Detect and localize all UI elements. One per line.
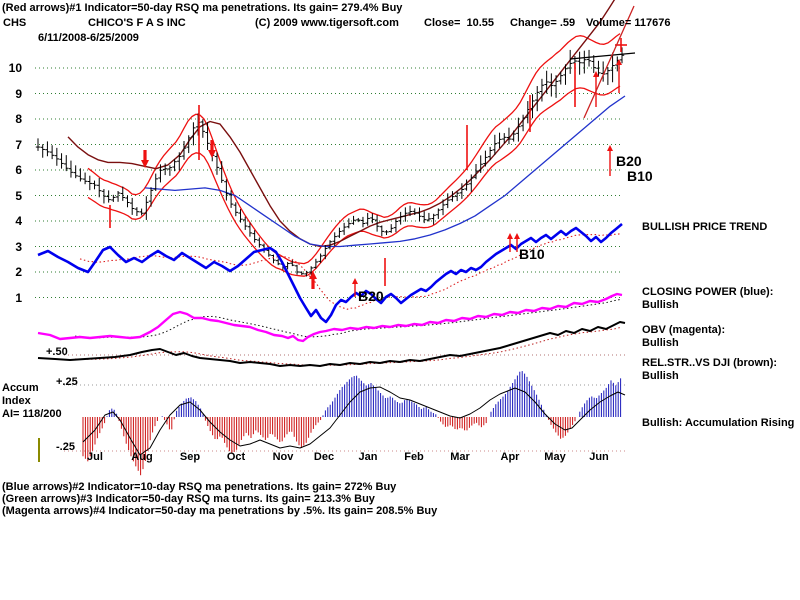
- right-annotation: B20: [616, 153, 642, 169]
- price-axis-label: 5: [15, 188, 22, 203]
- chart-annotation: B20: [358, 288, 384, 304]
- price-axis-label: 1: [15, 290, 22, 305]
- footer-line-magenta: (Magenta arrows)#4 Indicator=50-day ma p…: [2, 505, 438, 517]
- month-axis-label-aug: Aug: [131, 451, 153, 463]
- month-axis-label-oct: Oct: [226, 451, 246, 463]
- price-axis-label: 7: [15, 137, 22, 152]
- right-annotation: BULLISH PRICE TREND: [642, 221, 768, 233]
- right-annotation: CLOSING POWER (blue):: [642, 286, 774, 298]
- right-annotation: Bullish: Accumulation Rising: [642, 417, 795, 429]
- month-axis-label-sep: Sep: [179, 451, 201, 463]
- price-axis-label: 6: [15, 163, 22, 177]
- scale-label: Index: [2, 395, 31, 407]
- month-axis-label-may: May: [544, 451, 566, 463]
- price-axis-label: 8: [15, 112, 22, 126]
- month-axis-label-jun: Jun: [589, 451, 609, 463]
- company-name: CHICO'S F A S INC: [88, 17, 186, 29]
- ticker-symbol: CHS: [3, 17, 27, 29]
- scale-label: -.25: [56, 441, 75, 453]
- month-axis-label-feb: Feb: [404, 451, 424, 463]
- month-axis-label-mar: Mar: [450, 451, 470, 463]
- footer-line-blue: (Blue arrows)#2 Indicator=10-day RSQ ma …: [2, 481, 397, 493]
- month-axis-label-dec: Dec: [313, 451, 335, 463]
- price-axis-label: 4: [15, 214, 22, 228]
- footer-line-green: (Green arrows)#3 Indicator=50-day RSQ ma…: [2, 493, 375, 505]
- right-annotation: OBV (magenta):: [642, 324, 726, 336]
- change-value: Change= .59: [510, 17, 576, 29]
- right-annotation: REL.STR..VS DJI (brown):: [642, 357, 778, 369]
- right-annotation: B10: [627, 168, 653, 184]
- close-value: Close= 10.55: [424, 17, 495, 29]
- scale-label: AI= 118/200: [2, 408, 62, 420]
- scale-label: +.25: [56, 376, 78, 388]
- month-axis-label-nov: Nov: [272, 451, 294, 463]
- right-annotation: Bullish: [642, 299, 679, 311]
- month-axis-label-jan: Jan: [358, 451, 378, 463]
- scale-label: Accum: [2, 382, 39, 394]
- scale-label: +.50: [46, 346, 68, 358]
- price-axis-label: 2: [15, 265, 22, 279]
- right-annotation: Bullish: [642, 337, 679, 349]
- copyright-text: (C) 2009 www.tigersoft.com: [255, 17, 399, 29]
- month-axis-label-apr: Apr: [500, 451, 520, 463]
- chart-annotation: B10: [519, 246, 545, 262]
- volume-value: Volume= 117676: [586, 17, 671, 29]
- price-axis-label: 10: [8, 61, 22, 75]
- price-axis-label: 9: [15, 86, 22, 101]
- price-axis-label: 3: [15, 239, 22, 254]
- date-range: 6/11/2008-6/25/2009: [38, 32, 139, 44]
- header-indicator-line: (Red arrows)#1 Indicator=50-day RSQ ma p…: [2, 2, 403, 14]
- month-axis-label-jul: Jul: [87, 451, 103, 463]
- right-annotation: Bullish: [642, 370, 679, 382]
